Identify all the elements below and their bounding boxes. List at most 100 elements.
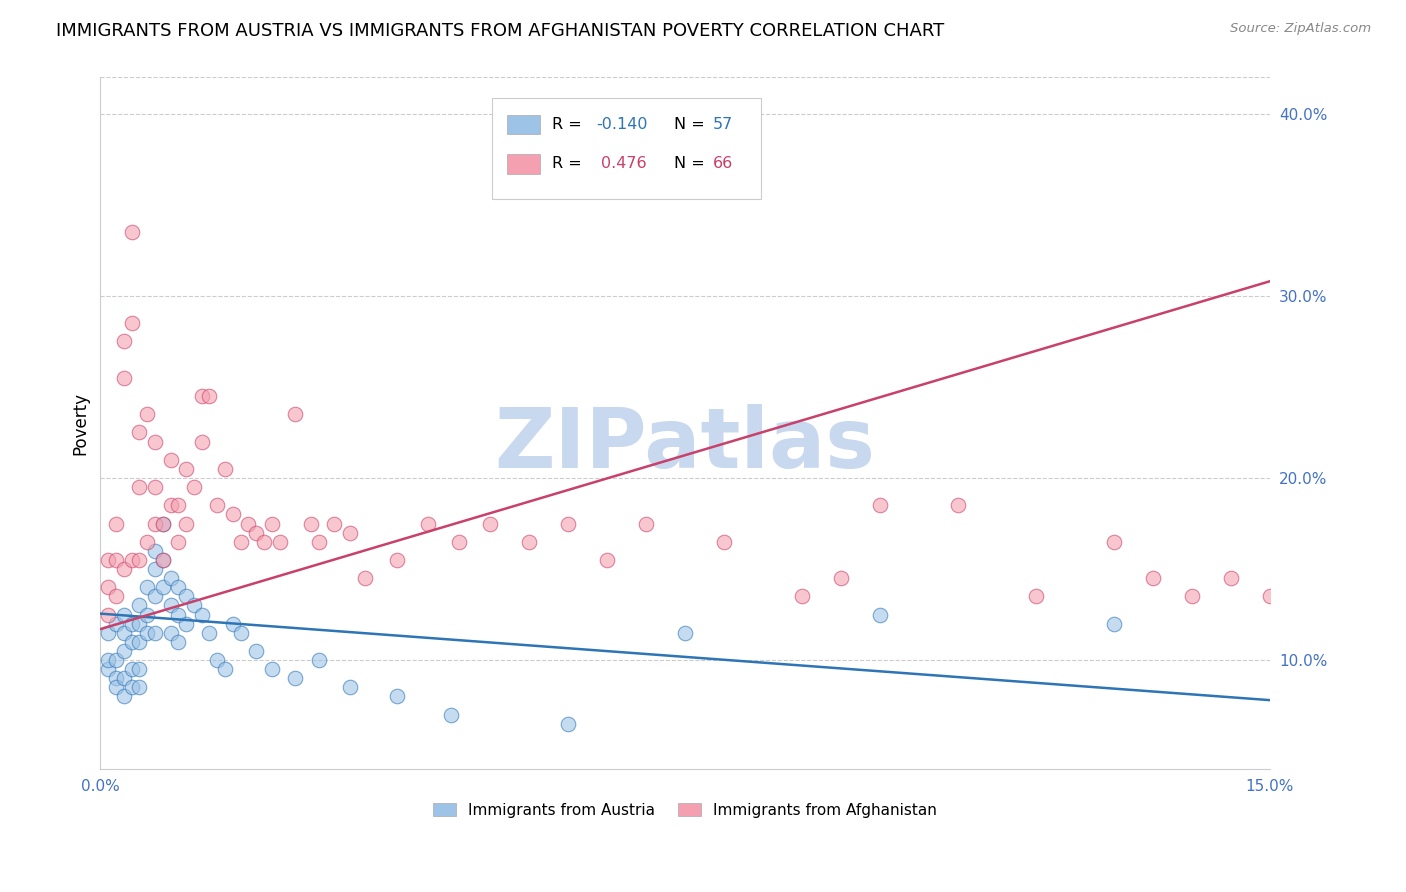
Point [517, 534, 540, 549]
Point [1102, 616, 1125, 631]
Point [830, 571, 852, 585]
Point [416, 516, 439, 531]
Point [167, 635, 190, 649]
Point [174, 462, 197, 476]
Point [713, 534, 735, 549]
Point [136, 607, 159, 622]
Text: N =: N = [675, 117, 710, 132]
Point [128, 662, 150, 676]
Point [97, 662, 120, 676]
Point [112, 644, 135, 658]
Point [104, 671, 127, 685]
Point [143, 480, 166, 494]
Point [222, 508, 245, 522]
Point [143, 516, 166, 531]
Point [112, 562, 135, 576]
Text: R =: R = [551, 117, 586, 132]
Point [143, 590, 166, 604]
Text: 0.476: 0.476 [600, 156, 647, 171]
Point [557, 516, 579, 531]
FancyBboxPatch shape [508, 115, 540, 134]
Point [1258, 590, 1281, 604]
Point [1025, 590, 1047, 604]
Point [104, 553, 127, 567]
Point [167, 534, 190, 549]
Point [104, 653, 127, 667]
Point [121, 681, 143, 695]
Point [128, 480, 150, 494]
Point [97, 580, 120, 594]
Point [97, 653, 120, 667]
Point [673, 625, 696, 640]
Point [214, 662, 236, 676]
Text: N =: N = [675, 156, 710, 171]
Point [183, 599, 205, 613]
Point [143, 625, 166, 640]
Point [128, 616, 150, 631]
Point [385, 553, 408, 567]
Point [183, 480, 205, 494]
Point [104, 516, 127, 531]
Point [121, 225, 143, 239]
Point [174, 616, 197, 631]
Point [385, 690, 408, 704]
Point [634, 516, 657, 531]
Point [284, 407, 307, 421]
Point [190, 389, 212, 403]
Point [152, 553, 174, 567]
Text: Source: ZipAtlas.com: Source: ZipAtlas.com [1230, 22, 1371, 36]
Point [128, 553, 150, 567]
Point [222, 616, 245, 631]
Point [97, 607, 120, 622]
Point [152, 516, 174, 531]
Point [121, 635, 143, 649]
Point [174, 516, 197, 531]
Point [198, 389, 221, 403]
Point [299, 516, 322, 531]
Point [1102, 534, 1125, 549]
Point [339, 681, 361, 695]
Text: 57: 57 [713, 117, 734, 132]
Point [190, 434, 212, 449]
Point [121, 316, 143, 330]
Point [112, 671, 135, 685]
Point [112, 607, 135, 622]
Point [1142, 571, 1164, 585]
Point [112, 690, 135, 704]
Point [260, 516, 283, 531]
Point [596, 553, 619, 567]
Point [1219, 571, 1241, 585]
Legend: Immigrants from Austria, Immigrants from Afghanistan: Immigrants from Austria, Immigrants from… [427, 797, 943, 824]
Point [128, 681, 150, 695]
Point [121, 553, 143, 567]
Point [174, 590, 197, 604]
Text: ZIPatlas: ZIPatlas [495, 403, 876, 484]
Point [104, 681, 127, 695]
Point [143, 434, 166, 449]
Point [269, 534, 291, 549]
Point [112, 371, 135, 385]
Point [479, 516, 502, 531]
Point [354, 571, 377, 585]
Point [128, 599, 150, 613]
Y-axis label: Poverty: Poverty [72, 392, 89, 455]
Point [143, 562, 166, 576]
Point [136, 625, 159, 640]
FancyBboxPatch shape [492, 98, 761, 199]
Point [152, 553, 174, 567]
Point [104, 590, 127, 604]
Point [339, 525, 361, 540]
Point [284, 671, 307, 685]
Point [440, 707, 463, 722]
Point [97, 553, 120, 567]
Point [229, 534, 252, 549]
Text: -0.140: -0.140 [596, 117, 648, 132]
Point [159, 599, 181, 613]
Point [159, 452, 181, 467]
Point [112, 625, 135, 640]
Point [136, 580, 159, 594]
Point [869, 607, 891, 622]
Point [253, 534, 276, 549]
Point [143, 544, 166, 558]
Point [97, 625, 120, 640]
